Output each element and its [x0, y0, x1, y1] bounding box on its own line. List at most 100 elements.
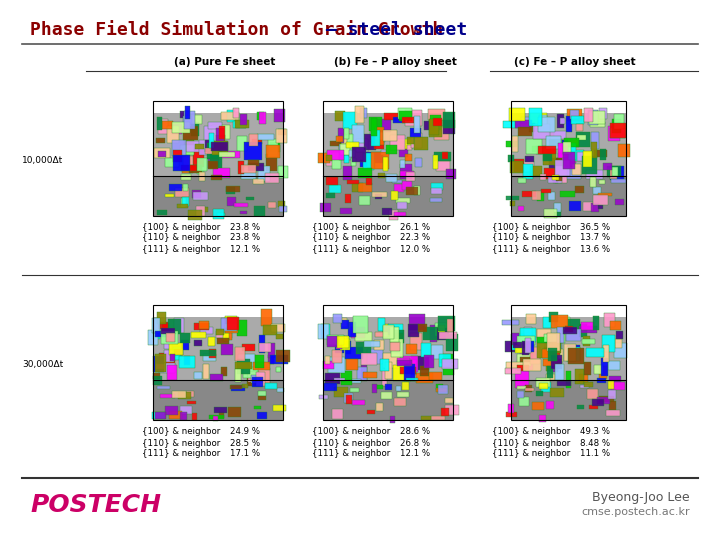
Bar: [324, 383, 338, 390]
Bar: [583, 202, 593, 211]
Bar: [339, 134, 346, 149]
Bar: [567, 319, 580, 330]
Text: {111} & neighbor: {111} & neighbor: [492, 449, 570, 458]
Bar: [557, 327, 564, 343]
Bar: [332, 350, 342, 363]
Bar: [199, 207, 208, 212]
Bar: [396, 198, 410, 202]
Bar: [157, 386, 170, 389]
Bar: [268, 355, 274, 364]
Bar: [363, 153, 374, 170]
Bar: [276, 334, 284, 340]
Bar: [241, 167, 256, 179]
Bar: [183, 156, 193, 166]
Bar: [604, 313, 615, 327]
Bar: [188, 210, 202, 220]
Bar: [603, 345, 609, 362]
Bar: [518, 206, 524, 211]
Bar: [537, 192, 544, 201]
Bar: [547, 366, 553, 378]
Bar: [514, 159, 524, 172]
Bar: [247, 371, 260, 386]
Bar: [539, 415, 546, 422]
Bar: [384, 113, 399, 120]
Bar: [335, 111, 345, 120]
Bar: [341, 320, 348, 329]
Bar: [549, 335, 562, 348]
Text: 12.0 %: 12.0 %: [400, 245, 430, 253]
Bar: [549, 136, 561, 146]
Bar: [220, 344, 233, 355]
Bar: [608, 381, 614, 389]
Bar: [227, 317, 239, 330]
Bar: [400, 160, 405, 167]
Bar: [420, 366, 428, 376]
Bar: [361, 366, 367, 380]
Bar: [388, 324, 402, 333]
Bar: [516, 370, 528, 388]
Bar: [236, 122, 246, 128]
Bar: [329, 185, 341, 193]
Bar: [441, 408, 449, 416]
Bar: [174, 349, 183, 355]
Bar: [336, 343, 342, 349]
Bar: [402, 382, 409, 390]
Text: 28.5 %: 28.5 %: [230, 438, 260, 448]
Bar: [235, 369, 240, 382]
Bar: [333, 409, 343, 419]
Bar: [539, 383, 548, 389]
Bar: [563, 152, 575, 169]
Bar: [208, 161, 218, 169]
Bar: [366, 178, 372, 185]
Bar: [230, 385, 242, 389]
Bar: [274, 109, 285, 122]
Bar: [400, 164, 413, 179]
Bar: [406, 344, 417, 354]
Bar: [506, 412, 517, 416]
Bar: [442, 359, 458, 369]
Bar: [505, 341, 517, 352]
Bar: [181, 165, 197, 171]
Bar: [212, 175, 222, 180]
Bar: [585, 107, 593, 122]
Text: {100} & neighbor: {100} & neighbor: [142, 222, 220, 232]
Bar: [512, 136, 518, 152]
Bar: [361, 353, 377, 365]
Bar: [355, 105, 364, 123]
Bar: [403, 356, 418, 372]
Bar: [510, 100, 626, 215]
Bar: [320, 202, 331, 212]
Bar: [373, 119, 391, 132]
Bar: [266, 145, 279, 158]
Bar: [529, 123, 534, 132]
Bar: [515, 343, 526, 353]
Bar: [520, 353, 533, 370]
Bar: [611, 321, 621, 330]
Bar: [560, 118, 565, 124]
Bar: [225, 328, 238, 333]
Bar: [351, 158, 356, 166]
Bar: [196, 206, 205, 216]
Bar: [506, 140, 518, 147]
Bar: [546, 374, 555, 380]
Bar: [546, 401, 554, 409]
Bar: [557, 381, 571, 387]
Bar: [382, 369, 387, 386]
Bar: [328, 335, 344, 345]
Bar: [209, 415, 224, 419]
Bar: [383, 325, 395, 339]
Bar: [238, 161, 245, 174]
Bar: [199, 140, 215, 155]
Bar: [370, 132, 385, 142]
Bar: [163, 350, 174, 362]
Bar: [378, 318, 385, 331]
Bar: [204, 126, 218, 142]
Bar: [156, 330, 168, 337]
Bar: [199, 172, 205, 181]
Bar: [435, 323, 447, 336]
Bar: [436, 388, 447, 392]
Bar: [355, 332, 372, 341]
Bar: [382, 326, 394, 335]
Bar: [346, 341, 351, 354]
Bar: [328, 150, 344, 160]
